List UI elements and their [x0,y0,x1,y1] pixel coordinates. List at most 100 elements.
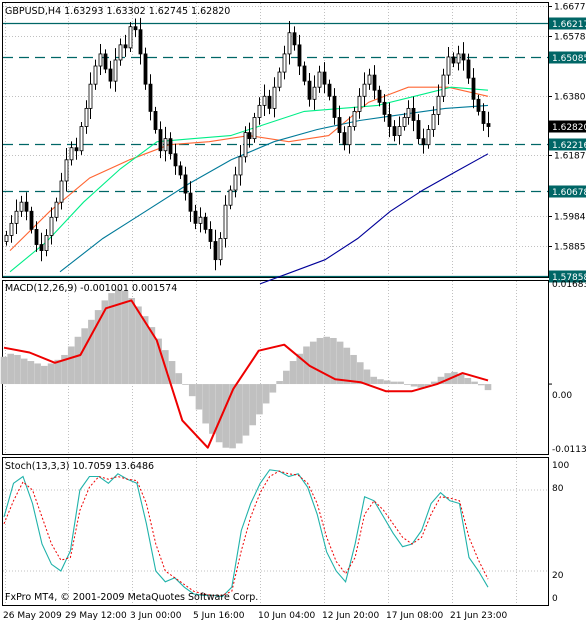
macd-bar-6 [41,365,48,385]
candle-body-42 [213,241,218,261]
candle-52 [262,84,267,116]
main-panel-title: GBPUSD,H4 1.63293 1.63302 1.62745 1.6282… [5,6,230,17]
candle-body-87 [436,95,441,115]
candle-72 [362,72,367,107]
macd-bar-71 [477,384,485,386]
candle-86 [431,106,436,137]
candle-body-67 [337,117,342,133]
candle-95 [476,94,481,116]
candle-body-1 [9,222,14,236]
candle-body-38 [193,210,198,224]
candle-67 [337,105,342,144]
candle-39 [198,207,203,233]
candle-69 [347,116,352,154]
candle-58 [292,26,297,51]
candle-body-13 [69,147,74,161]
macd-bar-34 [229,384,236,449]
candle-16 [84,100,89,134]
macd-bar-20 [135,306,142,385]
axis-labels: 1.66770 1.65780 1.63800 1.61870 1.59840 1.588… [548,3,586,385]
macd-bar-42 [283,370,290,385]
candle-body-36 [183,174,188,194]
candle-91 [456,45,461,71]
macd-bar-50 [336,341,344,385]
candle-body-77 [387,114,392,127]
macd-bar-27 [182,384,189,385]
candle-47 [238,144,243,186]
candle-83 [416,114,421,145]
candle-63 [317,65,322,93]
macd-bar-70 [471,381,478,385]
ma-line-2 [59,104,489,273]
time-label-5: 12 Jun 20:00 [322,611,379,621]
level-label-bg-1 [549,51,586,64]
candle-body-34 [173,153,178,167]
level-label-1: 1.65085 [552,54,586,64]
candle-45 [228,185,233,210]
candle-22 [113,48,118,92]
level-label-2: 1.62216 [552,141,586,151]
candle-41 [208,221,213,249]
candle-80 [402,112,407,131]
candle-74 [372,65,377,100]
candle-56 [282,45,287,80]
candle-body-58 [292,32,297,46]
candle-body-17 [88,83,93,109]
main-panel-frame [2,2,549,278]
macd-bar-59 [397,381,404,385]
stoch-label-100: 100 [552,461,569,471]
macd-bar-35 [235,384,243,444]
candle-body-14 [74,147,79,152]
macd-bar-51 [343,347,351,385]
macd-bar-14 [94,310,102,385]
level-label-0: 1.66217 [552,20,586,30]
macd-bar-39 [262,384,270,404]
candle-79 [397,116,402,145]
price-label-5: 1.58850 [554,243,586,253]
macd-bar-33 [222,384,230,448]
macd-marks [0,289,492,449]
macd-bar-41 [276,381,283,385]
macd-bar-44 [296,353,304,385]
macd-bar-47 [316,337,324,385]
candle-93 [466,53,471,84]
ma-line-0 [9,86,489,251]
candle-77 [387,102,392,138]
candle-body-43 [218,238,223,261]
candle-body-19 [98,53,103,67]
stoch-label-80: 80 [552,484,564,494]
macd-bar-60 [404,384,411,385]
time-label-2: 3 Jun 00:00 [130,611,182,621]
candle-5 [29,206,34,234]
candle-body-27 [138,29,143,55]
macd-bar-38 [256,384,263,415]
candle-body-29 [148,83,153,112]
candle-body-96 [481,111,486,124]
horizontal-levels[interactable] [3,22,548,278]
macd-bar-22 [148,327,156,385]
candle-43 [218,232,223,266]
candle-23 [118,38,123,66]
candle-49 [247,122,252,148]
macd-bar-19 [128,297,136,385]
macd-bar-1 [7,353,15,385]
macd-bar-32 [215,384,223,443]
candle-34 [173,143,178,175]
candle-40 [203,212,208,234]
candle-body-82 [411,107,416,121]
candle-body-9 [49,216,54,236]
candle-24 [123,34,128,57]
candle-30 [153,106,158,134]
candle-body-93 [466,59,471,79]
macd-signal-line [3,299,489,449]
moving-averages [9,86,489,285]
candle-18 [93,59,98,90]
candle-body-59 [297,44,302,67]
macd-bar-23 [155,338,162,385]
candle-65 [327,79,332,101]
candle-body-80 [402,117,407,127]
candle-body-89 [446,56,451,76]
candle-66 [332,88,337,125]
candle-59 [297,34,302,76]
candle-body-47 [238,156,243,176]
